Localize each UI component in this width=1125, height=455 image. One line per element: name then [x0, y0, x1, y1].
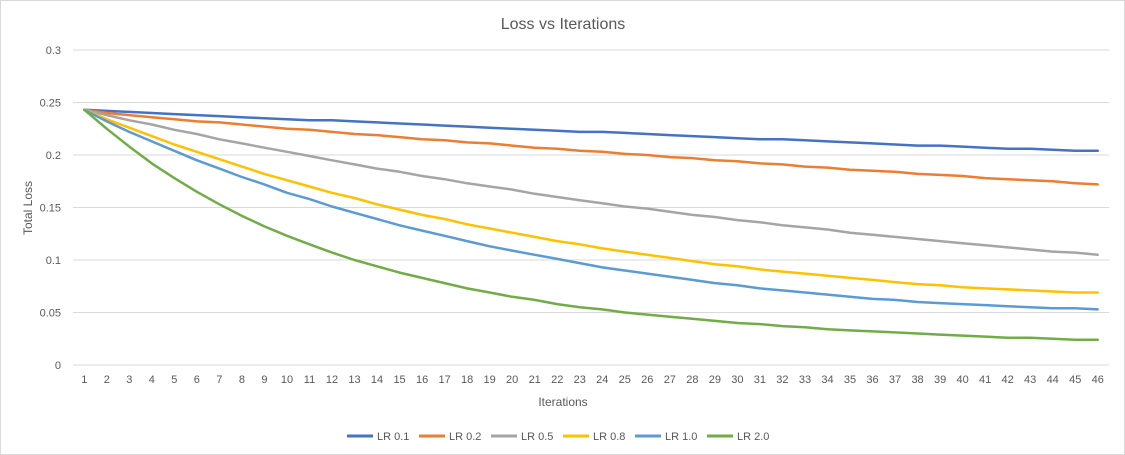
y-tick-label: 0.05 — [40, 308, 61, 320]
y-axis-ticks: 0 0.05 0.1 0.15 0.2 0.25 0.3 — [40, 45, 61, 372]
x-tick-label: 11 — [304, 374, 315, 386]
x-tick-label: 7 — [216, 374, 222, 386]
gridlines — [73, 49, 1109, 366]
x-tick-label: 44 — [1047, 374, 1059, 386]
x-tick-label: 22 — [551, 374, 563, 386]
x-tick-label: 35 — [844, 374, 856, 386]
legend-label: LR 0.5 — [521, 431, 553, 443]
x-tick-label: 12 — [326, 374, 338, 386]
x-axis-label: Iterations — [538, 395, 587, 409]
x-tick-label: 36 — [866, 374, 878, 386]
x-tick-label: 40 — [956, 374, 968, 386]
x-tick-label: 21 — [529, 374, 541, 386]
legend-label: LR 1.0 — [665, 431, 697, 443]
x-tick-label: 6 — [194, 374, 200, 386]
legend: LR 0.1 LR 0.2 LR 0.5 LR 0.8 LR 1.0 LR 2.0 — [347, 431, 769, 443]
x-axis-ticks: 1 2 3 4 5 6 7 8 9 10 11 12 13 14 15 16 17 18 19 20 21 22 23 24 2… — [81, 374, 1104, 386]
series-line-lr-0-2 — [83, 108, 1099, 186]
series-line-lr-2-0 — [83, 108, 1099, 342]
x-tick-label: 28 — [686, 374, 698, 386]
y-tick-label: 0.25 — [40, 98, 61, 110]
x-tick-label: 41 — [979, 374, 991, 386]
x-tick-label: 45 — [1069, 374, 1081, 386]
x-tick-label: 3 — [126, 374, 132, 386]
x-tick-label: 14 — [371, 374, 383, 386]
x-tick-label: 20 — [506, 374, 518, 386]
x-tick-label: 2 — [104, 374, 110, 386]
y-tick-label: 0 — [55, 360, 61, 372]
x-tick-label: 26 — [641, 374, 653, 386]
x-tick-label: 32 — [776, 374, 788, 386]
x-tick-label: 25 — [619, 374, 631, 386]
x-tick-label: 34 — [821, 374, 833, 386]
series-line-lr-1-0 — [83, 108, 1099, 311]
x-tick-label: 37 — [889, 374, 901, 386]
x-tick-label: 8 — [239, 374, 245, 386]
y-tick-label: 0.3 — [46, 45, 61, 57]
series-lines — [83, 108, 1099, 342]
y-axis-label: Total Loss — [21, 181, 35, 235]
x-tick-label: 16 — [416, 374, 428, 386]
x-tick-label: 30 — [731, 374, 743, 386]
x-tick-label: 18 — [461, 374, 473, 386]
chart-title: Loss vs Iterations — [501, 16, 626, 33]
x-tick-label: 24 — [596, 374, 608, 386]
x-tick-label: 43 — [1024, 374, 1036, 386]
x-tick-label: 27 — [664, 374, 676, 386]
x-tick-label: 17 — [438, 374, 450, 386]
series-line-lr-0-8 — [83, 108, 1099, 294]
legend-label: LR 2.0 — [737, 431, 769, 443]
x-tick-label: 10 — [281, 374, 293, 386]
legend-label: LR 0.2 — [449, 431, 481, 443]
x-tick-label: 13 — [348, 374, 360, 386]
x-tick-label: 15 — [393, 374, 405, 386]
x-tick-label: 39 — [934, 374, 946, 386]
series-line-lr-0-1 — [83, 108, 1099, 153]
x-tick-label: 46 — [1092, 374, 1104, 386]
legend-label: LR 0.1 — [377, 431, 409, 443]
x-tick-label: 4 — [149, 374, 155, 386]
x-tick-label: 29 — [709, 374, 721, 386]
series-line-lr-0-5 — [83, 108, 1099, 257]
x-tick-label: 42 — [1002, 374, 1014, 386]
x-tick-label: 1 — [81, 374, 87, 386]
x-tick-label: 19 — [484, 374, 496, 386]
y-tick-label: 0.1 — [46, 255, 61, 267]
y-tick-label: 0.15 — [40, 203, 61, 215]
y-tick-label: 0.2 — [46, 150, 61, 162]
x-tick-label: 23 — [574, 374, 586, 386]
x-tick-label: 9 — [261, 374, 267, 386]
x-tick-label: 5 — [171, 374, 177, 386]
x-tick-label: 31 — [754, 374, 766, 386]
legend-label: LR 0.8 — [593, 431, 625, 443]
x-tick-label: 38 — [911, 374, 923, 386]
x-tick-label: 33 — [799, 374, 811, 386]
